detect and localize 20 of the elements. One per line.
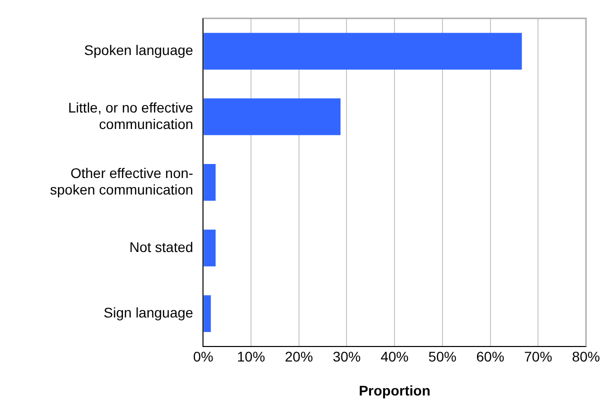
y-tick-label: Little, or no effective communication <box>68 99 194 132</box>
x-tick-label: 60% <box>476 348 504 365</box>
x-axis-title: Proportion <box>358 382 430 398</box>
x-tick-label: 40% <box>380 348 409 365</box>
x-tick-label: 50% <box>428 348 456 365</box>
x-tick-label: 20% <box>284 348 313 365</box>
y-tick-label: Not stated <box>129 238 194 255</box>
bar <box>204 295 211 332</box>
bar <box>204 230 216 266</box>
x-tick-label: 0% <box>193 348 214 365</box>
y-tick-label: Other effective non-spoken communication <box>50 164 194 198</box>
x-tick-label: 10% <box>237 348 266 365</box>
x-tick-label: 30% <box>332 348 361 365</box>
bar <box>204 164 216 201</box>
bar <box>204 98 341 136</box>
x-tick-label: 80% <box>572 348 600 365</box>
y-tick-label: Spoken language <box>84 42 194 58</box>
bar <box>204 32 522 70</box>
y-tick-label: Sign language <box>104 304 194 320</box>
x-tick-label: 70% <box>524 348 552 365</box>
